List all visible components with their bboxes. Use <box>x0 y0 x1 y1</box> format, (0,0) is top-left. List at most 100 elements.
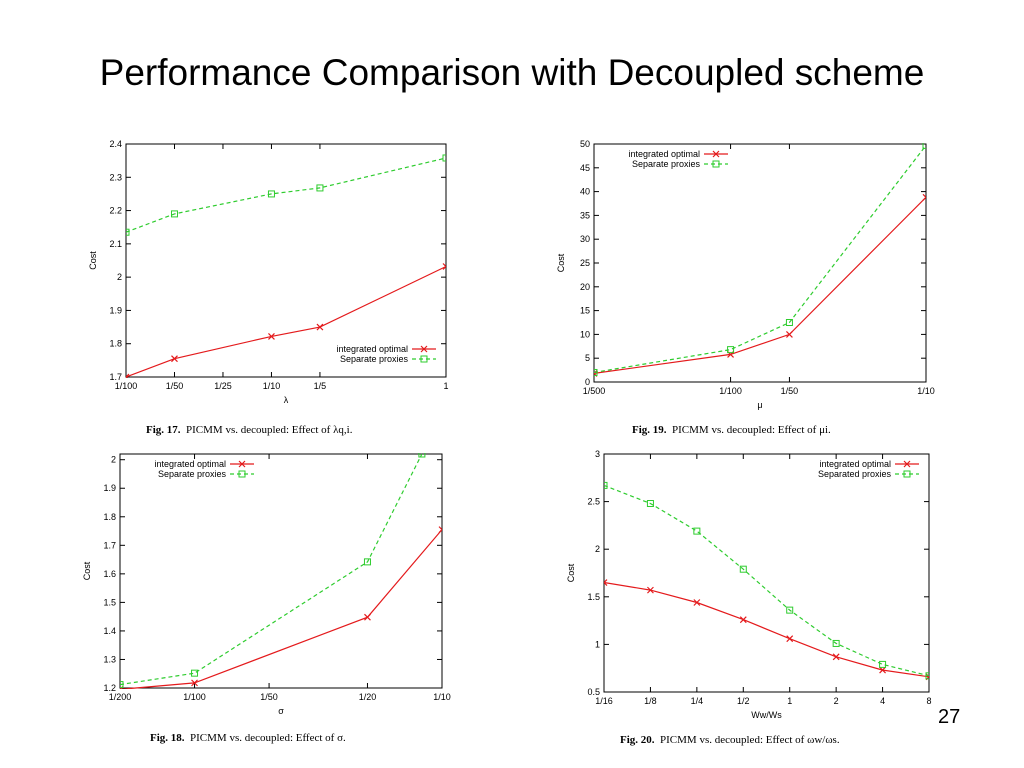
caption-fig18: Fig. 18. PICMM vs. decoupled: Effect of … <box>150 732 346 744</box>
series-line <box>594 145 926 374</box>
x-tick-label: 1/10 <box>263 381 281 391</box>
legend-label: Separate proxies <box>158 469 227 479</box>
legend-marker <box>712 150 720 158</box>
y-tick-label: 40 <box>580 187 590 197</box>
x-tick-label: 1/200 <box>109 692 132 702</box>
series-line <box>604 581 929 678</box>
data-point <box>442 154 446 162</box>
data-point <box>785 319 793 326</box>
legend-marker <box>903 470 911 478</box>
legend-label: Separate proxies <box>632 159 701 169</box>
x-axis-label: Ww/Ws <box>751 710 782 720</box>
x-tick-label: 8 <box>926 696 931 706</box>
y-tick-label: 45 <box>580 163 590 173</box>
plot-frame <box>593 143 927 383</box>
data-point <box>442 263 446 270</box>
plot-frame <box>125 143 447 378</box>
legend-marker <box>238 470 246 478</box>
data-point <box>922 193 926 201</box>
x-tick-label: 1/50 <box>166 381 184 391</box>
data-point <box>316 184 324 192</box>
y-tick-label: 0.5 <box>587 687 600 697</box>
data-point <box>363 558 371 566</box>
plot-frame <box>119 453 443 689</box>
data-point <box>925 672 929 680</box>
y-tick-label: 2.4 <box>109 139 122 149</box>
chart-panel-fig20: 0.5 1 1.5 2 2.5 3 1/16 1/8 1/4 1/2 1 2 4 8 Ww/Ws Cost in… <box>552 446 952 756</box>
x-tick-label: 1/4 <box>691 696 704 706</box>
y-tick-label: 1.9 <box>109 305 122 315</box>
data-point <box>786 635 794 643</box>
y-tick-label: 5 <box>585 353 590 363</box>
y-tick-label: 1.7 <box>109 372 122 382</box>
x-axis-label: λ <box>284 395 289 405</box>
caption-fig17: Fig. 17. PICMM vs. decoupled: Effect of … <box>146 424 352 436</box>
y-tick-label: 2 <box>595 544 600 554</box>
page-number: 27 <box>938 706 961 728</box>
caption-text: PICMM vs. decoupled: Effect of σ. <box>190 732 346 744</box>
series-1 <box>594 143 926 376</box>
y-tick-label: 1.6 <box>103 569 116 579</box>
legend-marker <box>420 355 428 363</box>
data-point <box>739 616 747 624</box>
y-tick-label: 1.8 <box>103 512 116 522</box>
data-point <box>727 346 735 354</box>
x-tick-label: 1/8 <box>644 696 657 706</box>
data-point <box>693 599 701 606</box>
caption-text: PICMM vs. decoupled: Effect of ωw/ωs. <box>660 734 840 746</box>
data-point <box>647 586 654 594</box>
data-point <box>191 669 199 677</box>
y-tick-label: 2.2 <box>109 206 122 216</box>
slide-title: Performance Comparison with Decoupled sc… <box>99 52 925 93</box>
legend-marker <box>238 460 246 468</box>
x-axis-label: σ <box>278 706 284 716</box>
legend-label: Separated proxies <box>818 469 892 479</box>
x-tick-label: 1/500 <box>583 386 606 396</box>
y-tick-label: 20 <box>580 282 590 292</box>
caption-fig19: Fig. 19. PICMM vs. decoupled: Effect of … <box>632 424 831 436</box>
y-tick-label: 1 <box>595 639 600 649</box>
legend-marker <box>420 345 428 353</box>
data-point <box>120 681 124 689</box>
y-tick-label: 1.9 <box>103 483 116 493</box>
x-tick-label: 2 <box>834 696 839 706</box>
data-point <box>922 143 926 149</box>
data-point <box>693 527 701 535</box>
series-line <box>594 196 926 374</box>
caption-fig-label: Fig. 19. <box>632 424 667 436</box>
y-tick-label: 1.3 <box>103 654 116 664</box>
x-tick-label: 1/100 <box>183 692 206 702</box>
x-tick-label: 4 <box>880 696 885 706</box>
x-tick-label: 1/50 <box>781 386 799 396</box>
y-tick-label: 25 <box>580 258 590 268</box>
chart-panel-fig19: 0 5 10 15 20 25 30 35 40 45 50 1/500 1/100 1/50 1/10 μ C… <box>552 134 952 436</box>
y-axis-label: Cost <box>566 563 576 582</box>
y-tick-label: 2 <box>111 455 116 465</box>
data-point <box>268 332 275 340</box>
legend-label: integrated optimal <box>336 344 408 354</box>
caption-text: PICMM vs. decoupled: Effect of λq,i. <box>186 424 353 436</box>
legend-label: integrated optimal <box>154 459 226 469</box>
series-1 <box>604 481 929 680</box>
series-1 <box>120 453 426 689</box>
y-axis-label: Cost <box>82 561 92 580</box>
data-point <box>832 639 840 647</box>
data-point <box>646 500 654 508</box>
y-tick-label: 1.2 <box>103 683 116 693</box>
data-point <box>879 660 887 668</box>
y-tick-label: 1.7 <box>103 540 116 550</box>
y-axis-label: Cost <box>88 251 98 270</box>
legend-marker <box>903 460 911 468</box>
data-point <box>786 606 794 614</box>
x-tick-label: 1/100 <box>719 386 742 396</box>
x-tick-label: 1/10 <box>917 386 935 396</box>
chart-panel-fig17: 1.7 1.8 1.9 2 2.1 2.2 2.3 2.4 1/100 1/50 1/25 1/10 1… <box>78 134 468 436</box>
series-line <box>120 529 442 689</box>
chart-fig20: 0.5 1 1.5 2 2.5 3 1/16 1/8 1/4 1/2 1 2 4 8 Ww/Ws Cost in… <box>566 449 932 720</box>
series-1 <box>126 154 446 236</box>
caption-fig-label: Fig. 20. <box>620 734 655 746</box>
data-point <box>316 323 324 331</box>
y-tick-label: 2 <box>117 272 122 282</box>
data-point <box>267 190 275 198</box>
legend-label: integrated optimal <box>628 149 700 159</box>
